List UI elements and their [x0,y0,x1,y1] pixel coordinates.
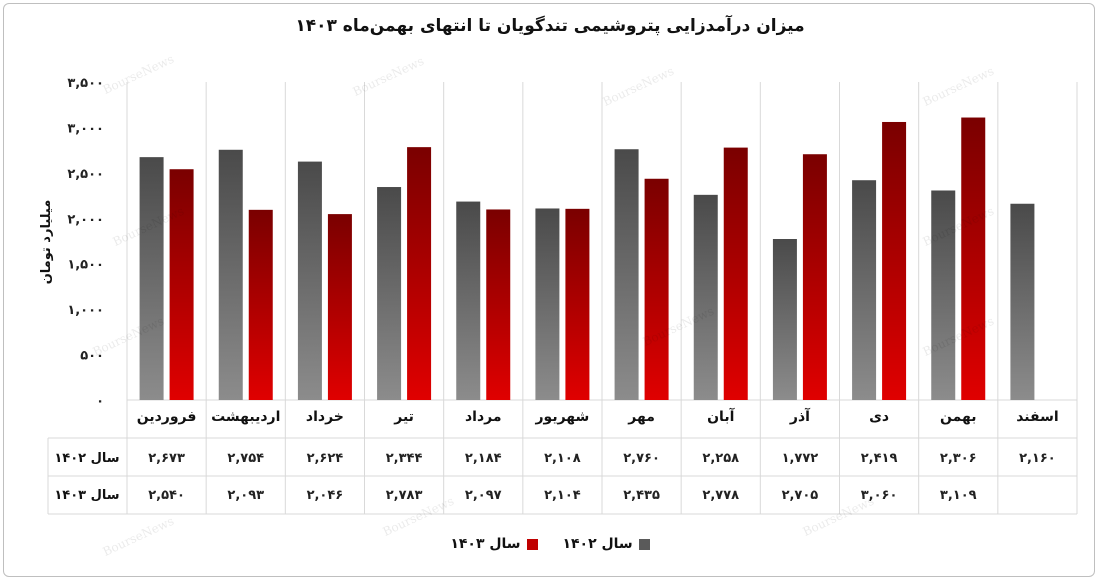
bar-1403 [248,209,273,400]
bar-1403 [407,147,432,400]
table-value-1403: ۳,۰۶۰ [861,488,898,503]
watermark: BourseNews [351,54,427,99]
category-label: تیر [393,409,414,425]
category-label: بهمن [940,409,976,425]
y-tick-label: ۲,۰۰۰ [67,212,104,227]
bar-1402 [297,161,322,400]
y-axis-title: میلیارد تومان [39,200,54,285]
table-value-1402: ۱,۷۷۲ [782,451,819,466]
table-value-1403: ۲,۵۴۰ [148,488,185,503]
bar-1403 [882,121,907,400]
table-row-label-1402: سال ۱۴۰۲ [54,451,119,466]
table-value-1402: ۲,۱۸۴ [465,451,502,466]
y-tick-label: ۵۰۰ [80,349,104,364]
watermark: BourseNews [921,64,997,109]
bar-1402 [218,149,243,400]
chart-legend: سال ۱۴۰۳ سال ۱۴۰۲ [0,536,1100,554]
bar-1402 [456,201,481,400]
table-value-1402: ۲,۱۶۰ [1019,451,1056,466]
table-value-1403: ۲,۰۹۳ [227,488,264,503]
category-label: دی [869,409,889,425]
category-label: مهر [627,409,655,425]
table-value-1402: ۲,۳۴۴ [386,451,423,466]
bar-1403 [644,178,669,400]
table-value-1402: ۲,۳۰۶ [940,451,977,466]
bar-1403 [961,117,986,400]
bar-1403 [802,154,827,400]
watermark: BourseNews [601,64,677,109]
category-label: مرداد [465,409,502,425]
category-label: اسفند [1016,409,1058,425]
legend-label-1402: سال ۱۴۰۲ [562,536,633,552]
bar-1403 [327,214,352,400]
y-tick-label: ۳,۵۰۰ [67,76,104,91]
category-label: آذر [789,407,811,425]
table-value-1402: ۲,۱۰۸ [544,451,581,466]
table-value-1403: ۲,۷۰۵ [782,488,819,503]
category-label: آبان [707,407,735,425]
watermark: BourseNews [101,52,177,97]
y-tick-label: ۳,۰۰۰ [67,121,104,136]
table-value-1402: ۲,۴۱۹ [861,451,898,466]
table-value-1402: ۲,۶۷۳ [148,451,185,466]
table-value-1402: ۲,۶۲۴ [307,451,344,466]
legend-swatch-1403 [526,538,538,550]
table-value-1403: ۳,۱۰۹ [940,488,977,503]
table-value-1403: ۲,۷۷۸ [702,488,739,503]
legend-label-1403: سال ۱۴۰۳ [450,536,521,552]
bar-1403 [486,209,511,400]
bar-1402 [1010,203,1035,400]
y-tick-label: ۱,۰۰۰ [67,303,104,318]
legend-swatch-1402 [638,538,650,550]
table-value-1403: ۲,۴۳۵ [623,488,660,503]
legend-item-1403: سال ۱۴۰۳ [450,536,538,552]
category-label: اردیبهشت [211,409,280,425]
bar-1403 [723,147,748,400]
table-value-1402: ۲,۲۵۸ [702,451,739,466]
category-label: شهریور [535,409,590,425]
table-value-1402: ۲,۷۶۰ [623,451,660,466]
bar-1402 [377,187,402,400]
y-tick-label: ۱,۵۰۰ [67,258,104,273]
y-tick-label: ۲,۵۰۰ [67,167,104,182]
table-value-1403: ۲,۰۴۶ [307,488,344,503]
y-tick-label: ۰ [96,394,104,409]
bar-1402 [772,239,797,400]
category-label: فروردین [137,409,197,425]
table-value-1403: ۲,۱۰۴ [544,488,581,503]
bar-1402 [852,180,877,400]
category-label: خرداد [306,409,344,425]
bar-1403 [169,169,194,400]
table-value-1403: ۲,۰۹۷ [465,488,502,503]
bar-1402 [139,157,164,400]
bar-1402 [614,149,639,400]
table-row-label-1403: سال ۱۴۰۳ [54,488,119,503]
table-value-1403: ۲,۷۸۳ [386,488,423,503]
table-value-1402: ۲,۷۵۴ [227,451,264,466]
bar-1403 [565,208,590,400]
chart-title: میزان درآمدزایی پتروشیمی تندگویان تا انت… [295,16,805,36]
bar-1402 [931,190,956,400]
bar-1402 [693,194,718,400]
bar-1402 [535,208,560,400]
legend-item-1402: سال ۱۴۰۲ [562,536,650,552]
